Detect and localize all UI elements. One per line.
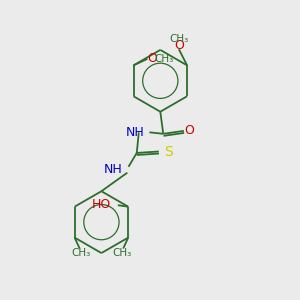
- Text: O: O: [184, 124, 194, 137]
- Text: CH₃: CH₃: [154, 54, 173, 64]
- Text: O: O: [174, 39, 184, 52]
- Text: CH₃: CH₃: [71, 248, 91, 258]
- Text: O: O: [147, 52, 157, 65]
- Text: CH₃: CH₃: [112, 248, 131, 258]
- Text: NH: NH: [104, 163, 123, 176]
- Text: HO: HO: [91, 198, 110, 211]
- Text: S: S: [164, 145, 173, 159]
- Text: CH₃: CH₃: [170, 34, 189, 44]
- Text: NH: NH: [126, 125, 145, 139]
